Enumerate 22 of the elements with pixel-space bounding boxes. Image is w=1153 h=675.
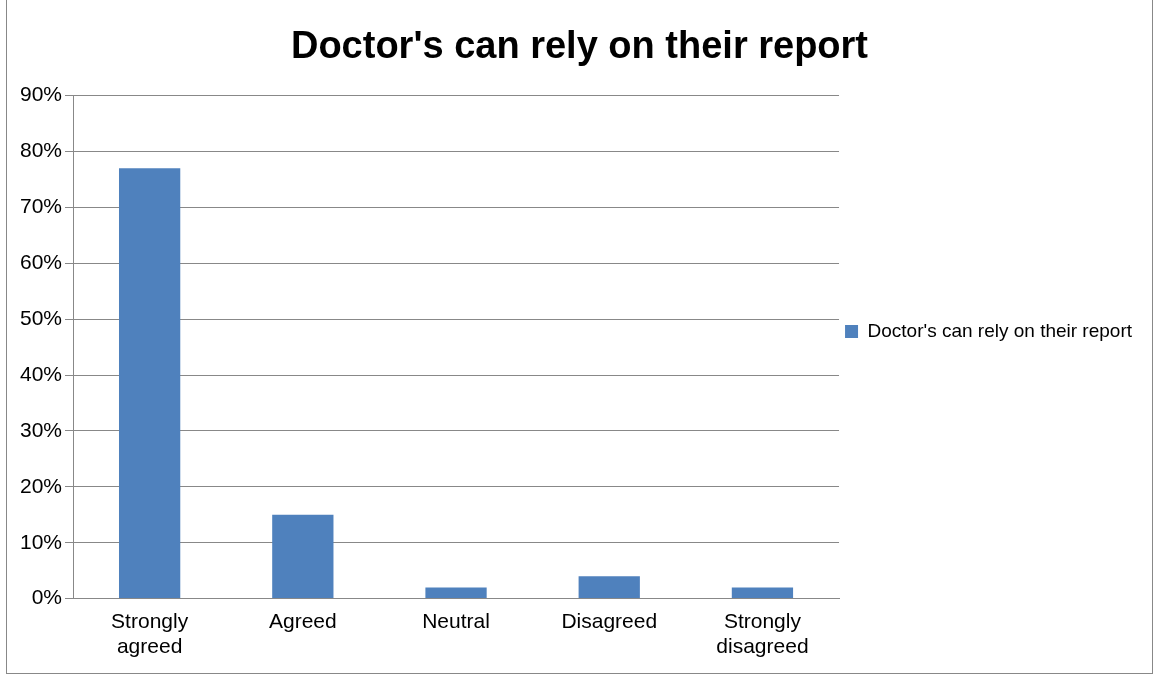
- y-tick-label: 40%: [20, 361, 63, 385]
- y-tick-label: 60%: [20, 250, 63, 274]
- chart-title: Doctor's can rely on their report: [290, 24, 869, 67]
- y-tick-label: 0%: [31, 585, 63, 609]
- y-tick-label: 80%: [20, 138, 63, 162]
- bar: [272, 514, 334, 599]
- y-tick-label: 90%: [20, 82, 63, 106]
- y-tick-label: 20%: [20, 473, 63, 497]
- y-tick-label: 30%: [20, 417, 63, 441]
- x-tick-label: Agreed: [268, 609, 337, 632]
- y-tick-label: 10%: [20, 529, 63, 553]
- bar: [731, 587, 794, 599]
- x-tick-label: Disagreed: [561, 609, 658, 632]
- legend-label: Doctor's can rely on their report: [867, 319, 1133, 341]
- x-tick-label: Strongly agreed: [111, 609, 189, 658]
- x-tick-label: Strongly disagreed: [716, 609, 809, 658]
- y-tick-label: 70%: [20, 194, 63, 218]
- bar: [118, 168, 181, 599]
- y-tick-label: 50%: [20, 305, 63, 329]
- x-tick-label: Neutral: [422, 609, 490, 632]
- bar: [425, 587, 487, 599]
- bar: [578, 576, 640, 599]
